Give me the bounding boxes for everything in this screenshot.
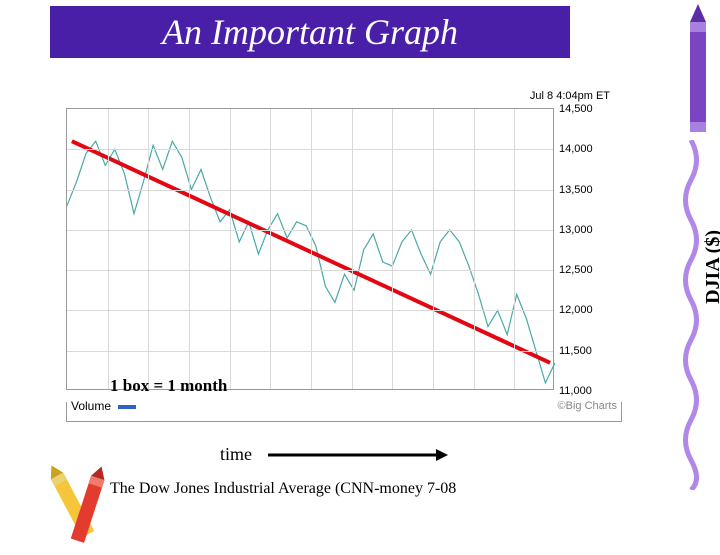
ytick-label: 13,500 <box>559 184 609 196</box>
x-axis-arrow-icon <box>268 447 448 463</box>
ytick-label: 13,000 <box>559 224 609 236</box>
ytick-label: 12,000 <box>559 304 609 316</box>
grid-h <box>67 149 553 150</box>
grid-v <box>189 109 190 389</box>
ytick-label: 14,500 <box>559 103 609 115</box>
page-title: An Important Graph <box>162 11 458 53</box>
grid-v <box>311 109 312 389</box>
title-bar: An Important Graph <box>50 6 570 58</box>
crayon-bottom-left-icon <box>40 450 120 550</box>
grid-v <box>392 109 393 389</box>
box-legend: 1 box = 1 month <box>110 376 227 396</box>
grid-h <box>67 270 553 271</box>
grid-v <box>148 109 149 389</box>
volume-row: Volume ©Big Charts <box>66 402 622 422</box>
x-axis-label: time <box>220 444 252 465</box>
djia-chart: Jul 8 4:04pm ET DJIA Daily 14,50014,0001… <box>60 90 620 420</box>
ytick-label: 14,000 <box>559 143 609 155</box>
grid-h <box>67 230 553 231</box>
x-axis-wrap: time <box>220 444 448 465</box>
grid-v <box>433 109 434 389</box>
plot-area: 14,50014,00013,50013,00012,50012,00011,5… <box>66 108 554 390</box>
grid-v <box>514 109 515 389</box>
volume-label: Volume <box>71 399 136 413</box>
y-axis-label: DJIA ($) <box>702 230 720 304</box>
ytick-label: 11,500 <box>559 345 609 357</box>
ytick-label: 11,000 <box>559 385 609 397</box>
grid-h <box>67 351 553 352</box>
grid-h <box>67 190 553 191</box>
grid-v <box>474 109 475 389</box>
grid-v <box>108 109 109 389</box>
grid-v <box>270 109 271 389</box>
chart-caption: The Dow Jones Industrial Average (CNN-mo… <box>110 480 456 498</box>
volume-color-swatch <box>118 405 136 409</box>
chart-timestamp: Jul 8 4:04pm ET <box>530 90 610 102</box>
volume-label-text: Volume <box>71 399 111 413</box>
crayon-top-right-icon <box>688 4 708 144</box>
ytick-label: 12,500 <box>559 264 609 276</box>
crayon-squiggle-icon <box>680 140 702 490</box>
grid-h <box>67 310 553 311</box>
grid-v <box>352 109 353 389</box>
grid-v <box>230 109 231 389</box>
chart-attribution: ©Big Charts <box>558 400 617 412</box>
